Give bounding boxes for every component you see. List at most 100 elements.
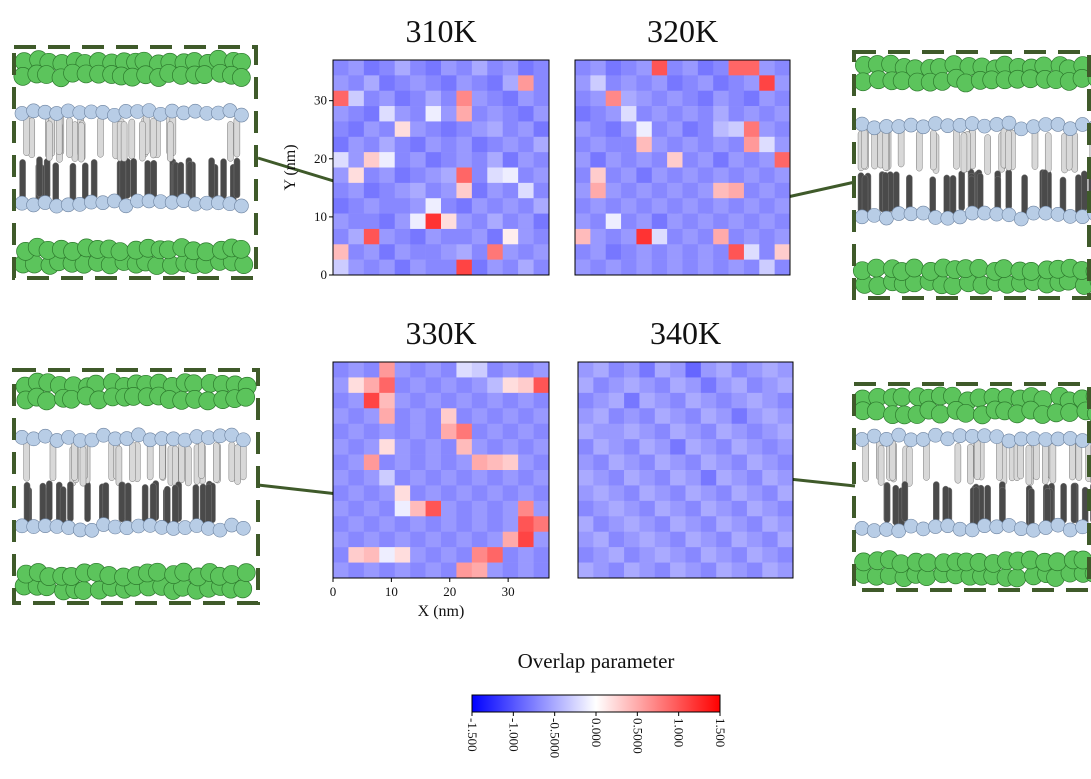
heat-cell [609,377,625,393]
heat-cell [698,106,714,122]
headgroup [1002,434,1016,448]
heat-cell [518,516,534,532]
heat-cell [426,244,442,260]
heat-cell [410,60,426,76]
heat-cell [441,75,457,91]
heat-cell [333,244,349,260]
headgroup [892,120,906,134]
heat-cell [762,470,778,486]
heat-cell [395,229,411,245]
heat-cell [348,121,364,137]
x-tick-label: 30 [502,584,515,599]
heat-cell [575,229,591,245]
heat-cell [636,183,652,199]
heat-cell [670,455,686,471]
heat-cell [534,516,550,532]
headgroup [880,119,894,133]
water-bead [995,260,1013,278]
lipid-tail [139,121,145,161]
heat-cell [503,485,519,501]
heat-cell [716,532,732,548]
heat-cell [364,377,380,393]
heat-cell [441,547,457,563]
lipid-tail [46,481,52,521]
heat-cell [534,106,550,122]
heat-cell [487,485,503,501]
heat-cell [364,91,380,107]
heat-cell [410,198,426,214]
lipid-tail [883,131,889,171]
water-bead [232,240,250,258]
headgroup [990,117,1004,131]
headgroup [1027,523,1041,537]
heat-cell [729,121,745,137]
heat-cell [379,75,395,91]
heat-cell [655,439,671,455]
heat-cell [395,563,411,579]
heat-cell [487,168,503,184]
water-bead [38,392,56,410]
heat-cell [578,393,594,409]
heat-cell [621,91,637,107]
heat-cell [775,198,791,214]
heat-cell [670,501,686,517]
y-tick-label: 10 [314,209,327,224]
heat-cell [593,408,609,424]
heat-cell [456,455,472,471]
headgroup [978,206,992,220]
heat-cell [395,547,411,563]
heat-cell [621,183,637,199]
heat-cell [670,485,686,501]
heat-cell [348,455,364,471]
heat-cell [395,377,411,393]
heat-cell [487,424,503,440]
headgroup [1027,432,1041,446]
heat-cell [472,377,488,393]
heat-cell [395,455,411,471]
heat-cell [606,183,622,199]
heat-cell [667,260,683,276]
heat-cell [624,455,640,471]
heat-cell [701,547,717,563]
heat-cell [701,393,717,409]
headgroup [990,207,1004,221]
heat-cell [348,377,364,393]
heat-cell [636,168,652,184]
heat-cell [652,75,668,91]
heat-cell [578,532,594,548]
heat-cell [575,214,591,230]
heat-cell [778,516,794,532]
heat-cell [778,424,794,440]
heat-cell [590,244,606,260]
heat-cell [348,152,364,168]
heat-cell [778,470,794,486]
heat-cell [698,260,714,276]
heat-cell [590,183,606,199]
heat-cell [503,75,519,91]
heat-cell [364,60,380,76]
water-bead [237,388,255,406]
lipid-tail [1022,175,1028,215]
heat-cell [775,60,791,76]
heat-cell [624,393,640,409]
heat-cell [472,485,488,501]
heat-cell [410,516,426,532]
heat-cell [778,377,794,393]
heat-cell [364,470,380,486]
heat-cell [456,229,472,245]
heat-cell [379,106,395,122]
headgroup [965,117,979,131]
heat-cell [606,244,622,260]
heat-cell [410,91,426,107]
heat-cell [426,137,442,153]
headgroup [1051,117,1065,131]
heat-cell [456,532,472,548]
heat-cell [775,121,791,137]
heat-cell [732,362,748,378]
lipid-tail [234,158,240,198]
heat-cell [456,198,472,214]
heat-cell [713,106,729,122]
heat-cell [732,532,748,548]
heat-cell [534,244,550,260]
lipid-tail [1006,130,1012,170]
